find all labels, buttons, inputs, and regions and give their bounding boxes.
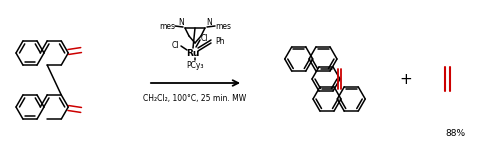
Text: N: N [206, 18, 212, 27]
Text: N: N [178, 18, 184, 27]
Text: Cl: Cl [201, 33, 208, 43]
Text: Ru: Ru [186, 48, 200, 57]
Text: +: + [400, 71, 412, 86]
Text: mes: mes [215, 22, 231, 30]
Text: Ph: Ph [215, 37, 224, 46]
Text: PCy₃: PCy₃ [186, 61, 204, 70]
Text: CH₂Cl₂, 100°C, 25 min. MW: CH₂Cl₂, 100°C, 25 min. MW [144, 95, 246, 104]
Text: Cl: Cl [171, 41, 179, 49]
Text: 88%: 88% [445, 128, 465, 137]
Text: mes: mes [159, 22, 175, 30]
